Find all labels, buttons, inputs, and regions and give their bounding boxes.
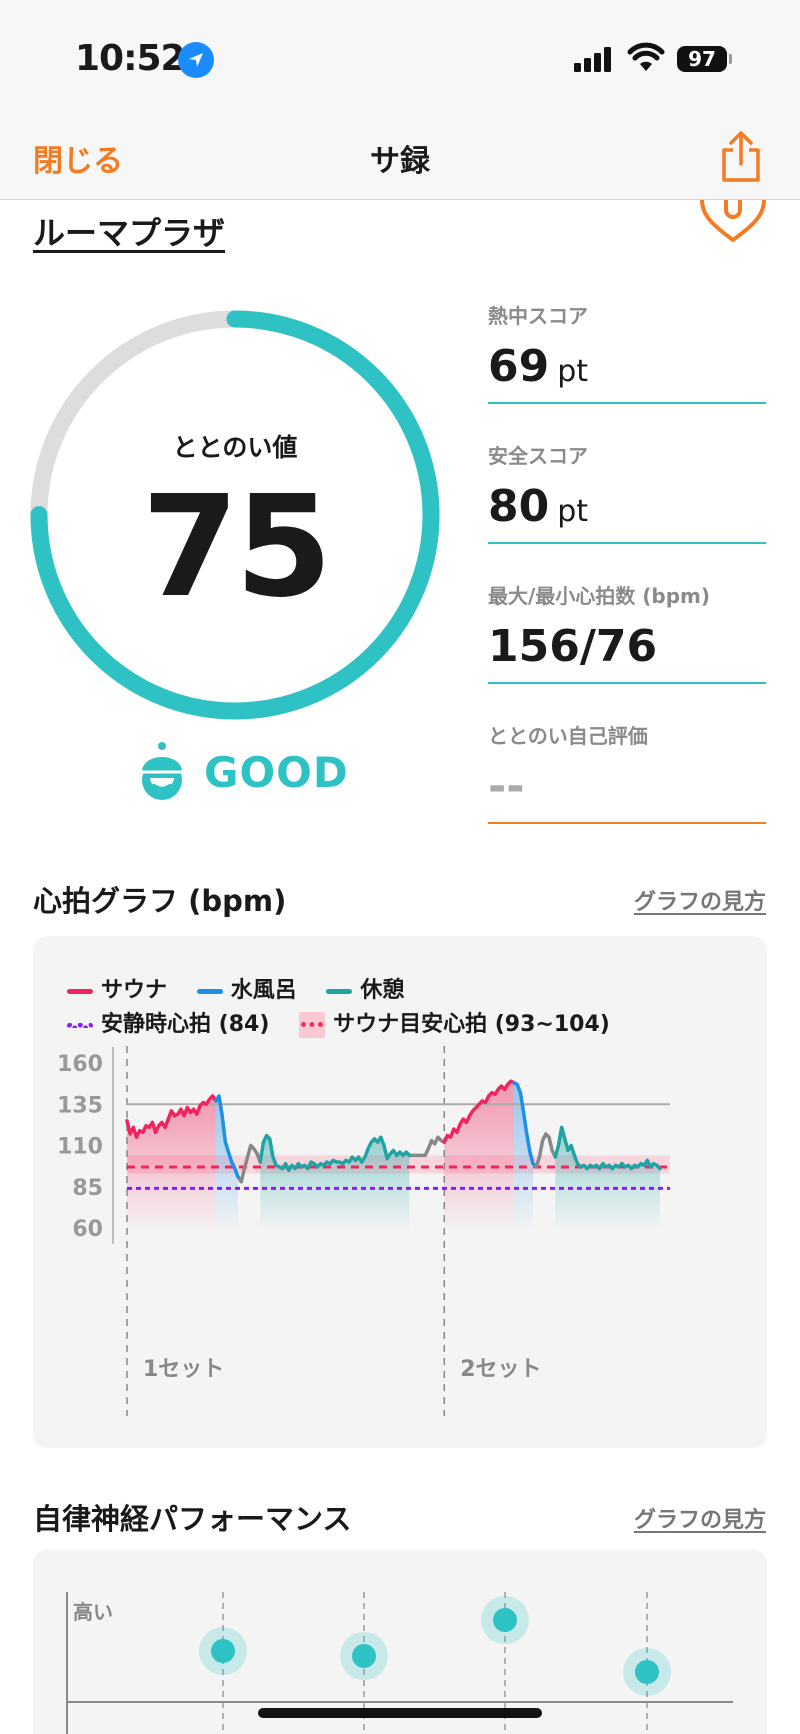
area-rest-2 [555, 1127, 660, 1228]
metric-self-rating[interactable]: ととのい自己評価 -- [488, 720, 766, 824]
line-transition-2 [407, 1135, 447, 1158]
ans-graph-help-link[interactable]: グラフの見方 [633, 1508, 766, 1533]
legend-sauna-target: サウナ目安心拍 (93~104) [299, 1006, 610, 1038]
legend-swatch-cold-bath [196, 988, 223, 994]
legend-swatch-resting-hr [67, 1022, 93, 1028]
ans-point-2 [340, 1632, 388, 1680]
ans-graph-card: 高い [33, 1550, 767, 1734]
metric-safety-score: 安全スコア 80 pt [488, 440, 766, 544]
ans-graph-title: 自律神経パフォーマンス [33, 1502, 352, 1536]
metric-value: 80 pt [488, 481, 589, 532]
legend-row-1: サウナ 水風呂 休憩 [67, 972, 426, 1004]
metric-divider [488, 682, 766, 684]
y-tick-label: 160 [57, 1052, 103, 1077]
legend-swatch-rest [326, 988, 353, 994]
facility-name[interactable]: ルーマプラザ [33, 214, 226, 252]
ans-y-label: 高い [73, 1600, 113, 1624]
legend-resting-hr: 安静時心拍 (84) [67, 1006, 269, 1038]
legend-row-2: 安静時心拍 (84) サウナ目安心拍 (93~104) [67, 1006, 632, 1038]
metric-divider [488, 822, 766, 824]
metric-label: 安全スコア [488, 444, 588, 468]
home-indicator [258, 1708, 542, 1718]
heart-rate-chart: 160 135 110 85 60 1セット 2セット [57, 1046, 670, 1416]
line-sauna-1 [125, 1094, 218, 1139]
ans-point-1 [199, 1627, 247, 1675]
y-tick-label: 135 [57, 1093, 103, 1118]
line-cold-bath-1 [214, 1094, 240, 1179]
metric-label: 熱中スコア [488, 304, 588, 328]
share-icon[interactable] [718, 130, 764, 184]
map-pin-icon[interactable] [700, 200, 766, 242]
gauge-label: ととのい値 [172, 433, 298, 462]
nav-title: サ録 [370, 144, 430, 179]
line-transition-1 [236, 1143, 262, 1184]
location-arrow-icon [178, 42, 214, 78]
ans-chart [66, 1592, 733, 1734]
set-label-2: 2セット [460, 1357, 541, 1382]
legend-swatch-sauna [67, 988, 93, 994]
sauna-hat-face-icon [140, 742, 184, 800]
grade-label: GOOD [204, 748, 349, 797]
line-sauna-2 [442, 1079, 516, 1144]
set-label-1: 1セット [143, 1357, 224, 1382]
heart-graph-help-link[interactable]: グラフの見方 [633, 890, 766, 915]
metric-heart-rate-range: 最大/最小心拍数 (bpm) 156/76 [488, 580, 766, 684]
area-cold-2 [514, 1082, 534, 1228]
heart-graph-title: 心拍グラフ (bpm) [33, 884, 287, 918]
line-transition-3 [531, 1132, 558, 1169]
ans-point-3 [481, 1596, 529, 1644]
metric-divider [488, 402, 766, 404]
legend-cold-bath: 水風呂 [196, 972, 297, 1004]
legend-sauna: サウナ [67, 972, 167, 1004]
y-tick-label: 85 [72, 1176, 103, 1201]
battery-cap [729, 54, 732, 64]
metric-heat-score: 熱中スコア 69 pt [488, 300, 766, 404]
metric-divider [488, 542, 766, 544]
y-tick-label: 110 [57, 1135, 103, 1160]
metric-label: 最大/最小心拍数 (bpm) [488, 584, 711, 608]
area-cold-1 [215, 1096, 239, 1228]
metric-label: ととのい自己評価 [488, 724, 648, 748]
area-sauna-2 [444, 1081, 515, 1228]
gauge-value: 75 [141, 466, 333, 629]
ans-point-4 [623, 1648, 671, 1696]
gauge-progress-arc [30, 310, 440, 720]
legend-rest: 休憩 [326, 972, 404, 1004]
close-button[interactable]: 閉じる [33, 144, 123, 179]
y-tick-label: 60 [72, 1217, 103, 1242]
status-time: 10:52 [75, 38, 186, 79]
line-rest-2 [553, 1125, 662, 1171]
cellular-signal-icon [574, 46, 614, 72]
status-bar: 10:52 97 [0, 0, 800, 110]
battery-icon: 97 [677, 46, 727, 72]
metric-value: 69 pt [488, 341, 589, 392]
line-cold-bath-2 [512, 1081, 535, 1166]
line-rest-1 [258, 1133, 412, 1172]
metric-value: 156/76 [488, 621, 658, 672]
metric-value: -- [488, 761, 525, 812]
area-rest-1 [260, 1135, 410, 1228]
heart-graph-card: サウナ 水風呂 休憩 安静時心拍 (84) サウナ目安心拍 (93~104) 1… [33, 936, 767, 1448]
nav-bar: サ録 閉じる [0, 110, 800, 200]
totonoi-gauge [30, 310, 440, 720]
legend-swatch-sauna-target [299, 1012, 326, 1038]
wifi-icon [627, 42, 665, 71]
area-sauna-1 [127, 1096, 216, 1228]
